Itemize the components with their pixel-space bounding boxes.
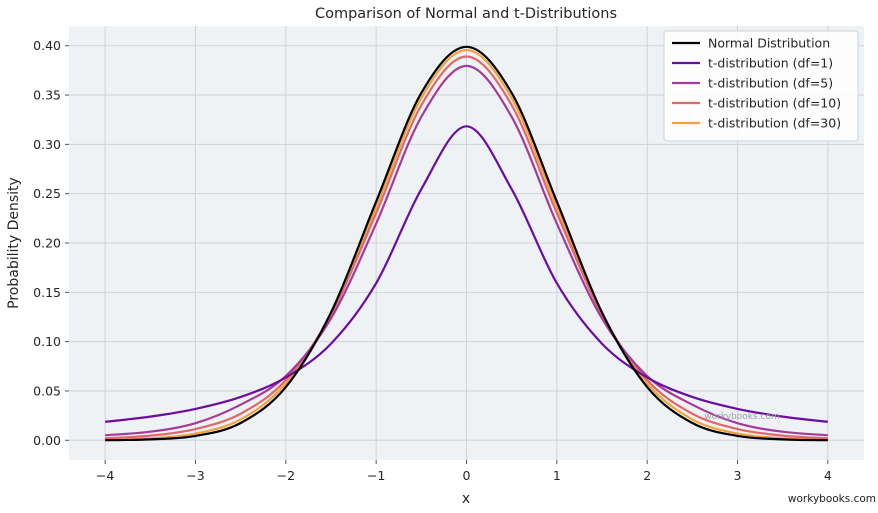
x-tick-label: 4 (824, 468, 832, 483)
series-line-1 (105, 125, 828, 423)
y-tick-label: 0.05 (33, 383, 61, 398)
x-tick-label: 3 (734, 468, 742, 483)
y-tick-label: 0.40 (33, 38, 61, 53)
ticks: −4 −3 −2 −1 0 1 2 3 4 0.00 0.05 0.10 0.15 0.20 0.25 0.3… (33, 38, 832, 483)
x-tick-label: 0 (463, 468, 471, 483)
series-line-2 (105, 64, 828, 437)
chart-title: Comparison of Normal and t-Distributions (315, 6, 617, 22)
y-tick-label: 0.35 (33, 88, 61, 103)
y-tick-label: 0.10 (33, 334, 61, 349)
y-tick-label: 0.25 (33, 186, 61, 201)
legend-label-0: Normal Distribution (708, 36, 830, 51)
x-axis-label: x (462, 491, 470, 507)
y-tick-label: 0.15 (33, 285, 61, 300)
x-tick-label: −1 (367, 468, 385, 483)
x-tick-label: 2 (643, 468, 651, 483)
legend-label-1: t-distribution (df=1) (708, 56, 833, 71)
legend-label-3: t-distribution (df=10) (708, 96, 841, 111)
y-tick-label: 0.20 (33, 236, 61, 251)
x-tick-label: −3 (186, 468, 204, 483)
legend-box (663, 30, 859, 142)
x-tick-label: −4 (96, 468, 114, 483)
x-tick-label: 1 (553, 468, 561, 483)
footer-credit: workybooks.com (787, 493, 876, 505)
series-line-3 (105, 55, 828, 440)
y-axis-label: Probability Density (6, 177, 22, 309)
y-tick-label: 0.30 (33, 137, 61, 152)
legend-label-2: t-distribution (df=5) (708, 76, 833, 91)
legend-label-4: t-distribution (df=30) (708, 116, 841, 131)
watermark: workybooks.com (704, 412, 780, 422)
series-layer (105, 45, 828, 442)
legend: Normal Distribution t-distribution (df=1)… (663, 30, 859, 142)
series-line-4 (105, 48, 828, 441)
x-tick-label: −2 (277, 468, 295, 483)
y-tick-label: 0.00 (33, 433, 61, 448)
series-line-0 (105, 45, 828, 442)
